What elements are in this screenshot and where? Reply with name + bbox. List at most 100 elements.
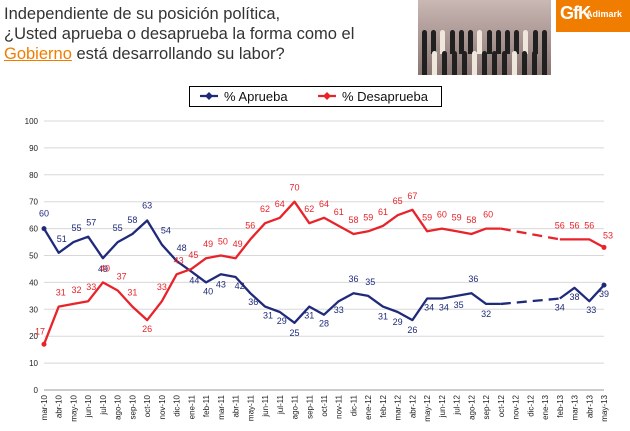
series-start-marker	[41, 226, 47, 232]
x-tick-label: dic-10	[173, 394, 182, 416]
gfk-adimark-logo: GfK Adimark	[556, 0, 630, 32]
x-tick-label: ene-12	[364, 394, 373, 419]
x-tick-label: jun-12	[438, 394, 447, 418]
data-label: 58	[127, 215, 137, 225]
data-label: 33	[586, 305, 596, 315]
y-tick-label: 70	[29, 198, 38, 207]
data-label: 49	[98, 264, 108, 274]
x-tick-label: feb-12	[379, 394, 388, 417]
data-label: 45	[188, 250, 198, 260]
y-tick-label: 100	[25, 117, 39, 126]
data-label: 43	[216, 279, 226, 289]
title-line-3-rest: está desarrollando su labor?	[71, 45, 285, 63]
gobierno-link[interactable]: Gobierno	[4, 45, 72, 63]
data-label: 59	[363, 212, 373, 222]
x-tick-label: feb-13	[556, 394, 565, 417]
data-label: 33	[86, 282, 96, 292]
x-tick-label: may-13	[600, 394, 609, 421]
data-label: 31	[56, 288, 66, 298]
x-tick-label: ene-11	[187, 394, 196, 419]
title-line-2: ¿Usted aprueba o desaprueba la forma com…	[4, 25, 355, 43]
data-label: 59	[452, 212, 462, 222]
x-tick-label: feb-11	[202, 394, 211, 417]
data-label: 31	[378, 312, 388, 322]
data-label: 61	[334, 207, 344, 217]
data-label: 33	[157, 282, 167, 292]
title-line-1: Independiente de su posición política,	[4, 5, 281, 23]
series-gap-dashed-0	[500, 297, 560, 306]
x-tick-label: oct-10	[143, 394, 152, 417]
x-tick-label: nov-11	[335, 394, 344, 418]
y-axis: 0 10 20 30 40 50 60 70 80 90 100	[25, 117, 39, 395]
x-tick-label: sep-12	[482, 394, 491, 419]
x-tick-label: dic-11	[349, 394, 358, 416]
data-label: 54	[161, 226, 171, 236]
series-gap-dashed-1	[500, 227, 560, 241]
x-tick-label: mar-12	[394, 394, 403, 420]
x-tick-label: nov-10	[158, 394, 167, 419]
data-label: 36	[248, 297, 258, 307]
x-tick-label: abr-10	[55, 394, 64, 418]
data-label: 32	[71, 285, 81, 295]
x-tick-label: abr-12	[408, 394, 417, 418]
data-label: 44	[189, 276, 199, 286]
y-tick-label: 0	[34, 386, 39, 395]
data-label: 38	[570, 292, 580, 302]
data-label: 56	[584, 220, 594, 230]
data-label: 25	[290, 328, 300, 338]
series-start-marker	[41, 341, 47, 347]
data-label: 57	[86, 218, 96, 228]
series-lines	[41, 200, 607, 347]
data-label: 51	[57, 234, 67, 244]
x-tick-label: ago-10	[114, 394, 123, 419]
data-label: 28	[319, 319, 329, 329]
y-tick-label: 90	[29, 144, 38, 153]
x-tick-label: oct-12	[497, 394, 506, 417]
data-label: 31	[263, 311, 273, 321]
x-tick-label: may-10	[69, 394, 78, 421]
data-label: 36	[348, 274, 358, 284]
data-label: 67	[407, 191, 417, 201]
data-label: 39	[599, 289, 609, 299]
series-line-tail-1	[559, 238, 605, 249]
data-label: 34	[555, 303, 565, 313]
logo-adimark: Adimark	[586, 9, 623, 19]
y-tick-label: 30	[29, 305, 38, 314]
data-label: 37	[117, 271, 127, 281]
data-label: 58	[466, 215, 476, 225]
series-line-0	[43, 219, 501, 324]
data-label: 59	[422, 212, 432, 222]
legend-swatch-marker	[205, 92, 213, 100]
data-label: 58	[348, 215, 358, 225]
data-label: 60	[437, 210, 447, 220]
data-label: 56	[570, 220, 580, 230]
y-tick-label: 40	[29, 278, 38, 287]
y-tick-label: 20	[29, 332, 38, 341]
data-label: 40	[100, 263, 110, 273]
data-label: 63	[142, 201, 152, 211]
data-label: 60	[483, 210, 493, 220]
legend-entry-label: % Desaprueba	[342, 89, 429, 104]
x-tick-label: may-11	[246, 394, 255, 421]
data-label: 40	[203, 286, 213, 296]
data-label: 62	[304, 204, 314, 214]
data-label: 49	[233, 239, 243, 249]
x-tick-label: nov-12	[512, 394, 521, 419]
legend-entry-label: % Aprueba	[224, 89, 288, 104]
x-tick-label: sep-10	[128, 394, 137, 419]
x-tick-label: ene-13	[541, 394, 550, 419]
data-label: 31	[127, 288, 137, 298]
data-label: 35	[365, 277, 375, 287]
data-label: 70	[290, 183, 300, 193]
data-label: 35	[454, 300, 464, 310]
series-end-marker	[601, 244, 607, 250]
data-label: 61	[378, 207, 388, 217]
y-tick-label: 10	[29, 359, 38, 368]
data-label: 53	[603, 230, 613, 240]
chart-title: Independiente de su posición política, ¿…	[4, 4, 414, 64]
data-label: 43	[174, 255, 184, 265]
data-label: 49	[203, 239, 213, 249]
legend	[189, 86, 442, 107]
series-end-marker	[601, 282, 607, 288]
